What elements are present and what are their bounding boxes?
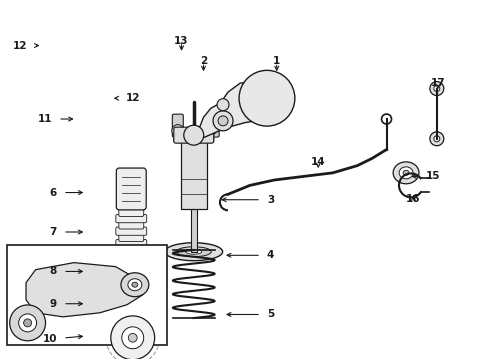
Text: 12: 12 xyxy=(13,41,28,50)
Text: 16: 16 xyxy=(406,194,420,204)
Circle shape xyxy=(430,82,444,95)
Circle shape xyxy=(103,319,109,325)
Ellipse shape xyxy=(186,249,202,254)
Bar xyxy=(7,244,167,345)
FancyBboxPatch shape xyxy=(119,208,144,216)
Ellipse shape xyxy=(113,269,153,284)
Circle shape xyxy=(99,315,113,329)
FancyBboxPatch shape xyxy=(119,233,144,242)
Circle shape xyxy=(111,316,155,360)
Text: 4: 4 xyxy=(267,250,274,260)
Bar xyxy=(191,160,197,252)
Ellipse shape xyxy=(121,273,149,297)
FancyBboxPatch shape xyxy=(150,266,167,286)
Circle shape xyxy=(122,327,144,349)
FancyBboxPatch shape xyxy=(116,252,147,260)
Circle shape xyxy=(252,83,282,113)
Ellipse shape xyxy=(403,170,409,175)
FancyBboxPatch shape xyxy=(174,127,214,143)
FancyBboxPatch shape xyxy=(172,114,183,137)
FancyBboxPatch shape xyxy=(208,114,219,137)
Circle shape xyxy=(184,125,204,145)
Text: 10: 10 xyxy=(43,333,57,343)
Circle shape xyxy=(189,130,199,140)
Circle shape xyxy=(430,132,444,146)
Text: 11: 11 xyxy=(38,114,52,124)
Circle shape xyxy=(239,70,295,126)
Circle shape xyxy=(204,125,216,136)
Ellipse shape xyxy=(132,282,138,287)
Text: 3: 3 xyxy=(267,195,274,205)
Bar xyxy=(181,140,207,209)
Text: 8: 8 xyxy=(50,266,57,276)
Ellipse shape xyxy=(165,243,222,261)
Circle shape xyxy=(152,315,167,329)
Circle shape xyxy=(156,319,163,325)
Circle shape xyxy=(217,99,229,111)
Circle shape xyxy=(247,83,255,91)
Ellipse shape xyxy=(124,273,142,280)
Text: 5: 5 xyxy=(267,310,274,319)
Ellipse shape xyxy=(128,279,142,291)
Text: 2: 2 xyxy=(200,56,207,66)
Ellipse shape xyxy=(393,162,419,184)
Circle shape xyxy=(24,319,31,327)
Ellipse shape xyxy=(105,265,160,287)
FancyBboxPatch shape xyxy=(116,227,147,235)
FancyBboxPatch shape xyxy=(101,266,117,286)
Text: 17: 17 xyxy=(431,78,445,88)
FancyBboxPatch shape xyxy=(174,131,214,143)
Text: 14: 14 xyxy=(311,157,325,167)
Circle shape xyxy=(172,125,184,136)
Circle shape xyxy=(19,314,37,332)
Text: 9: 9 xyxy=(50,299,57,309)
Circle shape xyxy=(218,116,228,126)
Polygon shape xyxy=(26,263,143,317)
Circle shape xyxy=(10,305,46,341)
Circle shape xyxy=(259,90,275,106)
Text: 12: 12 xyxy=(125,93,140,103)
Circle shape xyxy=(269,76,277,84)
Circle shape xyxy=(213,111,233,131)
Circle shape xyxy=(247,106,255,114)
FancyBboxPatch shape xyxy=(119,246,144,254)
Circle shape xyxy=(434,86,440,91)
Ellipse shape xyxy=(118,301,147,313)
FancyBboxPatch shape xyxy=(116,239,147,248)
Ellipse shape xyxy=(176,247,211,257)
Circle shape xyxy=(128,333,137,342)
Polygon shape xyxy=(198,81,277,139)
FancyBboxPatch shape xyxy=(116,168,146,210)
Circle shape xyxy=(434,136,440,142)
Text: 6: 6 xyxy=(50,188,57,198)
Ellipse shape xyxy=(126,304,140,310)
Circle shape xyxy=(269,113,277,121)
FancyBboxPatch shape xyxy=(119,221,144,229)
Text: 1: 1 xyxy=(273,56,280,66)
FancyBboxPatch shape xyxy=(116,215,147,223)
Circle shape xyxy=(283,94,291,102)
Ellipse shape xyxy=(108,297,158,317)
Text: 13: 13 xyxy=(174,36,189,46)
Text: 15: 15 xyxy=(426,171,440,181)
Ellipse shape xyxy=(399,167,413,179)
Text: 7: 7 xyxy=(49,227,57,237)
